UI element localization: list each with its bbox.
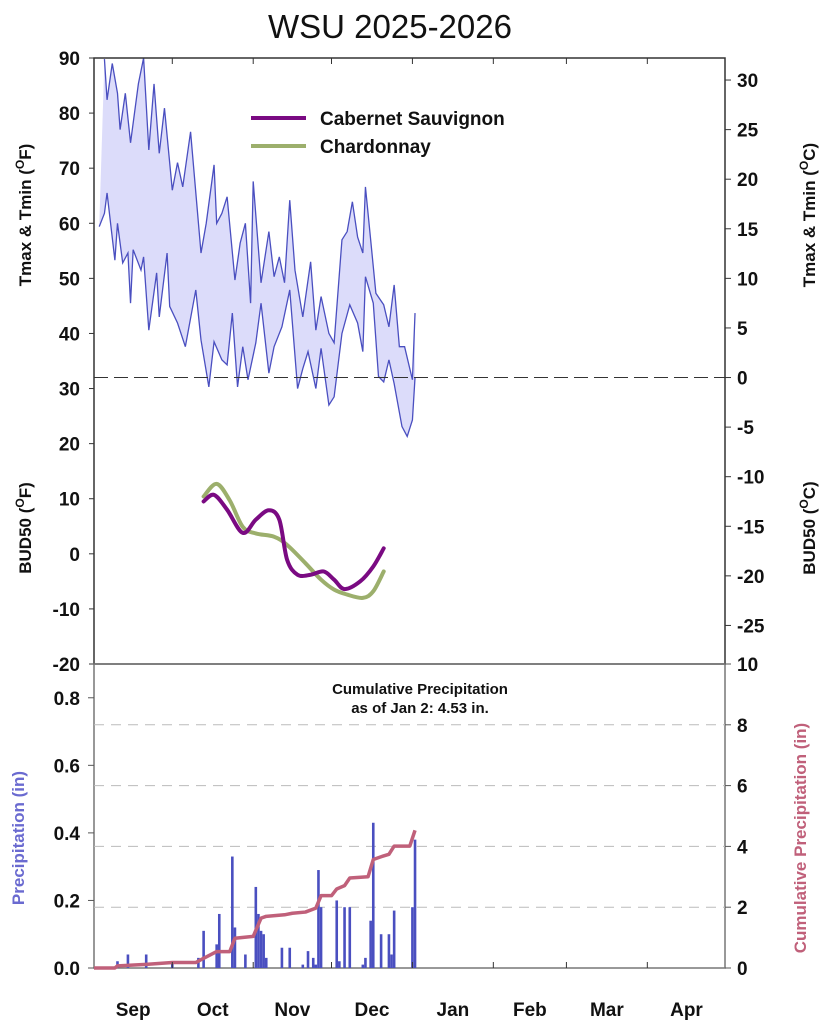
chart-title: WSU 2025-2026 — [268, 8, 512, 45]
precip-tick-label: 0.6 — [54, 756, 80, 777]
tmin-line — [98, 192, 416, 439]
left-tick-label: 80 — [59, 104, 80, 125]
precip-bar — [335, 900, 339, 968]
precip-bar — [301, 964, 305, 968]
precip-bar — [288, 947, 292, 968]
month-label: Oct — [197, 1000, 229, 1021]
precip-bar — [338, 961, 341, 968]
precip-bar — [348, 907, 352, 968]
legend-label-chardonnay: Chardonnay — [320, 137, 431, 158]
precip-bar — [392, 910, 396, 968]
precip-bar — [280, 947, 284, 968]
right-tick-label: -15 — [737, 517, 765, 538]
precip-frame — [93, 663, 726, 969]
precip-bar — [364, 957, 367, 968]
precip-tick-label: 0.4 — [54, 824, 81, 845]
temperature-panel: 9080706050403020100-10-20302520151050-5-… — [13, 49, 819, 676]
bud50-line-chardonnay — [201, 481, 386, 600]
right-tick-label: 25 — [737, 121, 759, 142]
precipitation-panel: 0.0 0.2 0.4 0.6 0.8 0 2 4 6 8 10 Sep Oct Nov Dec Jan Feb… — [9, 655, 810, 1021]
temperature-range-fill — [99, 58, 416, 437]
left-tick-label: 20 — [59, 435, 80, 456]
left-tick-label: 30 — [59, 380, 80, 401]
precip-bar — [306, 951, 310, 968]
left-tick-label: 70 — [59, 159, 80, 180]
precip-bar — [387, 934, 391, 968]
precip-bar — [202, 930, 205, 968]
cumulative-tick-label: 8 — [737, 716, 748, 737]
precip-bar — [343, 907, 346, 968]
cumulative-tick-label: 10 — [737, 655, 758, 676]
precip-tick-label: 0.2 — [54, 891, 80, 912]
precip-bar — [262, 934, 265, 968]
left-tick-label: 50 — [59, 269, 80, 290]
cumulative-tick-label: 2 — [737, 898, 748, 919]
month-label: Feb — [513, 1000, 547, 1021]
left-tick-label: 10 — [59, 490, 80, 511]
precip-bar — [413, 839, 417, 968]
precip-bar — [311, 957, 315, 968]
month-label: Jan — [437, 1000, 470, 1021]
precip-bar — [126, 954, 130, 968]
cumulative-right-axis-title: Cumulative Precipitation (in) — [791, 723, 810, 953]
right-tick-label: -10 — [737, 468, 764, 489]
left-tick-label: 0 — [69, 545, 80, 566]
precip-bar — [233, 927, 237, 968]
legend: Cabernet Sauvignon Chardonnay — [251, 109, 505, 158]
month-label: Mar — [590, 1000, 624, 1021]
precip-bar — [259, 930, 263, 968]
cumulative-annotation-line1: Cumulative Precipitation — [332, 681, 508, 698]
precip-left-axis-title: Precipitation (in) — [9, 771, 28, 905]
precip-bar — [257, 913, 260, 968]
legend-label-cabernet: Cabernet Sauvignon — [320, 109, 505, 130]
right-tick-label: -5 — [737, 418, 754, 439]
precip-bar — [379, 934, 383, 968]
left-tick-label: 40 — [59, 324, 80, 345]
cumulative-tick-label: 6 — [737, 777, 748, 798]
cumulative-tick-label: 4 — [737, 837, 748, 858]
precip-bar — [244, 954, 247, 968]
bud50-right-axis-title: BUD50 (OC) — [797, 481, 819, 574]
precip-bar — [390, 954, 393, 968]
precip-bar — [317, 870, 320, 968]
precip-bar — [215, 944, 218, 968]
tmax-line — [103, 57, 416, 380]
right-tick-label: 15 — [737, 220, 759, 241]
precip-tick-label: 0.8 — [54, 689, 80, 710]
month-label: Dec — [355, 1000, 390, 1021]
left-tick-label: 90 — [59, 49, 80, 70]
precip-bar — [314, 964, 318, 968]
right-tick-label: 5 — [737, 319, 748, 340]
precip-bar — [369, 920, 372, 968]
cumulative-annotation-line2: as of Jan 2: 4.53 in. — [351, 700, 489, 717]
precip-bar — [264, 957, 268, 968]
right-tick-label: 20 — [737, 170, 758, 191]
right-tick-label: 0 — [737, 369, 748, 390]
precip-tick-label: 0.0 — [54, 959, 80, 980]
left-tick-label: 60 — [59, 214, 80, 235]
right-tick-label: 30 — [737, 71, 758, 92]
precip-bar — [217, 913, 221, 968]
left-tick-label: -10 — [53, 600, 80, 621]
precip-bar — [144, 954, 148, 968]
bud50-line-cabernet — [201, 492, 386, 592]
left-tick-label: -20 — [53, 655, 80, 676]
precip-bar — [361, 964, 365, 968]
month-label: Sep — [116, 1000, 151, 1021]
right-tick-label: -25 — [737, 616, 765, 637]
cumulative-precip-line — [94, 829, 417, 970]
precip-bar — [319, 907, 323, 968]
precip-bar — [411, 907, 414, 968]
temp-left-axis-title: Tmax & Tmin (OF) — [13, 144, 35, 287]
precip-bar — [371, 822, 375, 968]
bud50-left-axis-title: BUD50 (OF) — [13, 482, 35, 574]
temp-right-axis-title: Tmax & Tmin (OC) — [797, 143, 819, 287]
right-tick-label: 10 — [737, 269, 758, 290]
month-label: Apr — [670, 1000, 703, 1021]
precip-bar — [231, 856, 234, 968]
right-tick-label: -20 — [737, 567, 764, 588]
cumulative-tick-label: 0 — [737, 959, 748, 980]
month-label: Nov — [274, 1000, 310, 1021]
